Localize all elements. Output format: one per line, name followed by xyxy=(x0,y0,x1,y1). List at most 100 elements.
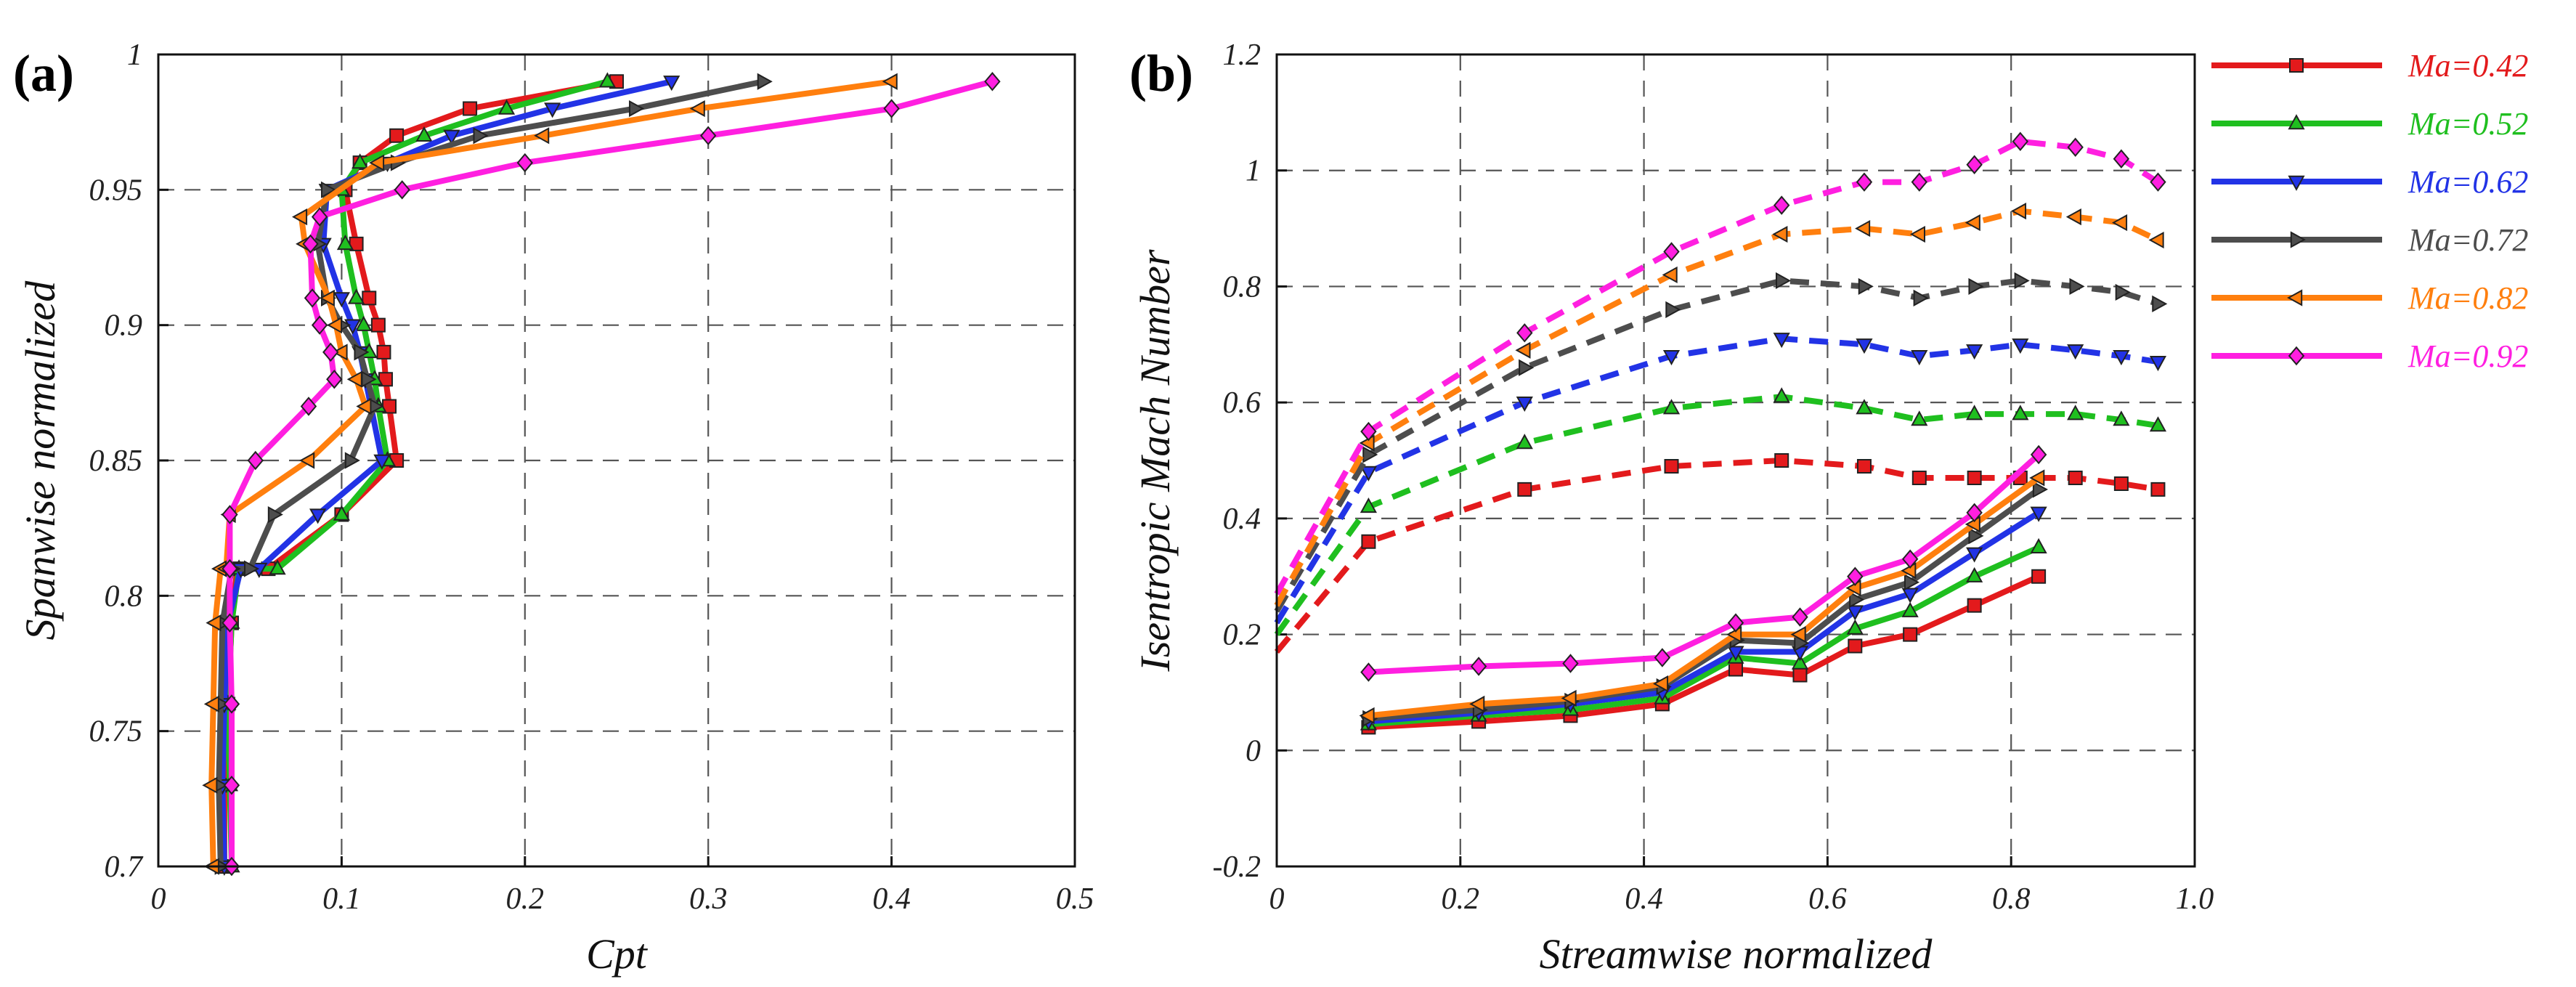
panel-a-data-point xyxy=(356,397,372,415)
panel-b-data-point xyxy=(1469,695,1485,712)
panel-b-data-point xyxy=(1470,657,1487,676)
panel-b-data-point xyxy=(2030,537,2047,553)
panel-b-data-point xyxy=(1360,662,1377,682)
panel-b-data-point xyxy=(1856,399,1873,415)
panel-a-data-point xyxy=(333,505,350,521)
panel-b-series-line xyxy=(1274,458,2159,654)
panel-a-data-point xyxy=(304,288,321,308)
panel-b-y-tick-label: 1.2 xyxy=(1223,38,1261,72)
panel-a-data-point xyxy=(222,559,238,579)
panel-a-data-point xyxy=(291,208,308,226)
panel-a-data-point xyxy=(333,292,350,308)
panel-a-data-point xyxy=(344,452,360,469)
panel-a-data-point xyxy=(629,99,645,118)
panel-b-data-point xyxy=(2069,277,2085,296)
panel-b-y-tick-label: 0 xyxy=(1246,734,1261,768)
panel-b-data-point xyxy=(1964,214,1980,232)
panel-b-data-point xyxy=(2113,410,2130,426)
panel-b-data-point xyxy=(1773,333,1790,349)
panel-a-data-point xyxy=(336,234,354,251)
panel-a-series-group xyxy=(202,72,1001,877)
panel-a-data-point xyxy=(394,180,410,200)
legend-label: Ma=0.52 xyxy=(2408,106,2528,142)
panel-a-data-point xyxy=(206,614,222,632)
panel-b-data-point xyxy=(1728,662,1743,677)
panel-b-series-line xyxy=(1368,574,2040,731)
panel-a-x-tick-label: 0.2 xyxy=(506,882,545,916)
panel-b-data-point xyxy=(1772,225,1788,243)
panel-b-data-point xyxy=(1664,458,1679,474)
panel-b-data-point xyxy=(2012,338,2029,354)
legend-marker xyxy=(2288,114,2305,130)
panel-a-data-point xyxy=(415,126,433,142)
panel-b-data-point xyxy=(1856,338,1873,354)
panel-a-data-point xyxy=(757,73,773,90)
panel-a-data-point xyxy=(689,99,705,118)
panel-a-data-point xyxy=(309,508,327,524)
panel-a-data-point xyxy=(443,129,460,145)
panel-b-data-point xyxy=(1727,646,1744,662)
panel-b-data-point xyxy=(1776,272,1792,290)
legend-marker xyxy=(2289,58,2304,73)
panel-a-x-tick-label: 0.4 xyxy=(872,882,911,916)
panel-a-data-point xyxy=(244,560,260,577)
panel-b-y-tick-label: 0.4 xyxy=(1223,503,1261,536)
panel-a-x-tick-label: 0.5 xyxy=(1056,882,1094,916)
panel-a-data-point xyxy=(332,344,348,361)
panel-b-x-tick-label: 1.0 xyxy=(2176,882,2214,916)
panel-b-data-point xyxy=(1903,627,1918,642)
panel-a-data-point xyxy=(473,127,489,145)
panel-b-data-point xyxy=(1516,434,1533,450)
panel-a-data-point xyxy=(223,694,240,714)
panel-b-data-point xyxy=(1856,172,1873,192)
panel-b-data-point xyxy=(1966,503,1983,523)
panel-b-x-tick-label: 0.2 xyxy=(1442,882,1480,916)
panel-a-data-point xyxy=(222,505,238,524)
panel-b-data-point xyxy=(1911,410,1928,426)
panel-b-data-point xyxy=(1773,387,1790,403)
panel-a-x-tick-label: 0.1 xyxy=(322,882,361,916)
panel-b-data-point xyxy=(1911,350,1928,366)
panel-a-data-point xyxy=(267,505,283,524)
panel-a-y-tick-label: 0.8 xyxy=(105,580,143,613)
panel-a-data-point xyxy=(699,126,717,146)
panel-b-data-point xyxy=(1790,625,1806,643)
panel-b-series-line xyxy=(1368,475,2041,719)
panel-a-cpt-chart: 0 0.1 0.2 0.3 0.4 0.5 0.7 0.75 0.8 0.85 0.9 0.95 1 Cp… xyxy=(13,38,1094,978)
panel-b-data-point xyxy=(1662,350,1681,366)
panel-b-data-point xyxy=(2152,295,2168,312)
panel-a-data-point xyxy=(598,72,616,88)
panel-a-data-point xyxy=(302,234,319,254)
panel-a-data-point xyxy=(202,776,218,794)
panel-a-y-axis-label: Spanwise normalized xyxy=(17,280,64,641)
panel-b-data-point xyxy=(1966,547,1983,563)
panel-a-data-point xyxy=(516,153,534,173)
panel-b-data-point xyxy=(1968,277,1984,296)
panel-a-data-point xyxy=(269,559,286,575)
panel-a-axes-frame xyxy=(157,53,1076,868)
panel-b-data-point xyxy=(2067,344,2084,360)
panel-b-data-point xyxy=(1855,219,1871,237)
panel-b-data-point xyxy=(1361,534,1376,549)
legend-marker xyxy=(2288,175,2305,191)
panel-a-data-point xyxy=(321,181,337,198)
panel-b-y-tick-label: 0.8 xyxy=(1223,270,1261,304)
panel-b-x-tick-label: 0.6 xyxy=(1808,882,1847,916)
panel-a-data-point xyxy=(300,397,317,416)
panel-b-data-point xyxy=(1967,470,1982,485)
panel-b-data-point xyxy=(1792,667,1808,683)
panel-b-data-point xyxy=(1846,605,1864,621)
panel-b-data-point xyxy=(1901,588,1919,604)
panel-b-data-point xyxy=(1773,195,1790,215)
panel-b-series-line xyxy=(1368,510,2041,725)
panel-a-series-line xyxy=(208,78,893,867)
panel-a-data-point xyxy=(223,775,240,795)
panel-b-data-point xyxy=(2113,149,2130,168)
legend-label: Ma=0.62 xyxy=(2408,164,2528,200)
panel-a-data-point xyxy=(346,370,362,388)
panel-b-data-point xyxy=(1966,155,1983,174)
panel-b-data-point xyxy=(1662,399,1681,415)
panel-b-data-point xyxy=(1516,396,1533,413)
panel-a-panel-label: (a) xyxy=(13,44,74,102)
panel-b-data-point xyxy=(2150,482,2166,497)
